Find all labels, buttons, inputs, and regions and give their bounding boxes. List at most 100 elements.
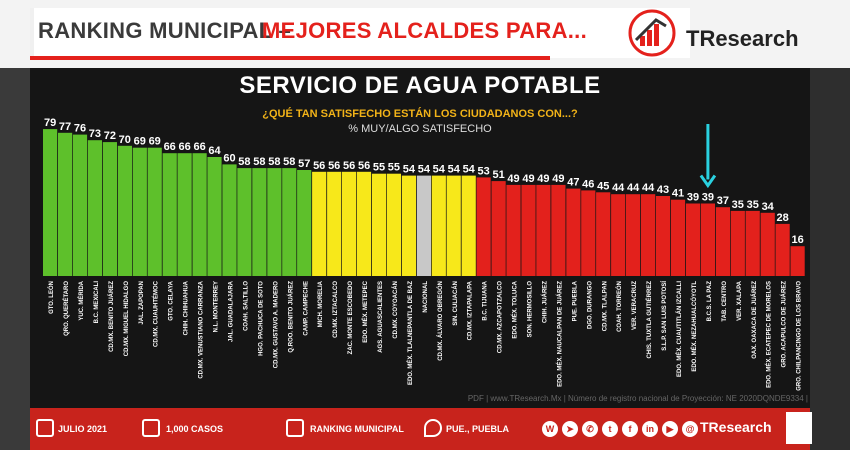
category-label: DGO. DURANGO bbox=[587, 281, 593, 329]
bar bbox=[626, 194, 641, 276]
bar-value-label: 76 bbox=[74, 123, 86, 135]
bar bbox=[267, 168, 282, 276]
whatsapp-icon[interactable]: ✆ bbox=[582, 421, 598, 437]
category-label: B.C. TIJUANA bbox=[483, 280, 489, 320]
tresearch-logo bbox=[628, 9, 676, 57]
bar bbox=[715, 207, 730, 276]
category-label: COAH. TORREÓN bbox=[615, 281, 623, 332]
bar bbox=[162, 153, 177, 276]
category-label: EDO. MÉX. NAUCALPAN DE JUÁREZ bbox=[555, 281, 563, 387]
twitter-icon[interactable]: t bbox=[602, 421, 618, 437]
bar-value-label: 58 bbox=[268, 156, 280, 168]
chart-y-label: % MUY/ALGO SATISFECHO bbox=[348, 123, 492, 135]
category-label: CD.MX. GUSTAVO A. MADERO bbox=[273, 281, 279, 369]
bar-value-label: 60 bbox=[223, 152, 235, 164]
category-label: JAL. GUADALAJARA bbox=[229, 280, 235, 342]
bar bbox=[700, 203, 715, 276]
bar-value-label: 70 bbox=[119, 134, 131, 146]
bar bbox=[282, 168, 297, 276]
youtube-icon[interactable]: ▶ bbox=[662, 421, 678, 437]
bar-value-label: 66 bbox=[164, 141, 176, 153]
bar bbox=[536, 184, 551, 276]
bar-value-label: 69 bbox=[149, 136, 161, 148]
bar bbox=[386, 173, 401, 276]
bar bbox=[596, 192, 611, 276]
facebook-icon[interactable]: f bbox=[622, 421, 638, 437]
bar-value-label: 58 bbox=[253, 156, 265, 168]
bar-value-label: 56 bbox=[343, 160, 355, 172]
category-label: MICH. MORELIA bbox=[318, 280, 324, 327]
category-label: SON. HERMOSILLO bbox=[528, 281, 534, 338]
category-label: EDO. MÉX. METEPEC bbox=[361, 280, 369, 342]
category-label: CD.MX. IZTAPALAPA bbox=[468, 280, 474, 340]
bar bbox=[371, 173, 387, 276]
bar bbox=[356, 171, 372, 276]
calendar-icon bbox=[36, 419, 54, 437]
bar-value-label: 64 bbox=[208, 145, 221, 157]
bar-value-label: 55 bbox=[388, 162, 400, 174]
bar-value-label: 57 bbox=[298, 158, 310, 170]
category-label: NACIONAL bbox=[423, 281, 429, 313]
category-label: COAH. SALTILLO bbox=[243, 281, 249, 331]
linkedin-icon[interactable]: in bbox=[642, 421, 658, 437]
location-pin-icon bbox=[424, 419, 442, 437]
website-icon[interactable]: W bbox=[542, 421, 558, 437]
bar-value-label: 77 bbox=[59, 121, 71, 133]
category-label: PUE. PUEBLA bbox=[572, 280, 578, 321]
email-icon[interactable]: @ bbox=[682, 421, 698, 437]
bar bbox=[730, 210, 745, 276]
tresearch-logo-text: TResearch bbox=[686, 26, 799, 51]
bar-value-label: 16 bbox=[791, 234, 803, 246]
category-label: JAL. ZAPOPAN bbox=[139, 281, 145, 325]
header-title-highlight: MEJORES ALCALDES PARA... bbox=[262, 18, 588, 43]
bar-value-label: 54 bbox=[448, 164, 461, 176]
bar bbox=[461, 175, 476, 276]
telegram-icon[interactable]: ➤ bbox=[562, 421, 578, 437]
bar bbox=[446, 175, 461, 276]
category-label: CD.MX. VENUSTIANO CARRANZA bbox=[199, 280, 205, 378]
qr-code-icon[interactable] bbox=[786, 412, 812, 444]
category-label: N.L. MONTERREY bbox=[214, 281, 220, 332]
bar bbox=[745, 210, 760, 276]
bar bbox=[775, 223, 790, 276]
highlight-arrow-head bbox=[699, 174, 717, 189]
bar bbox=[685, 203, 701, 276]
bar-value-label: 44 bbox=[627, 182, 640, 194]
category-label: Q.ROO. BENITO JUÁREZ bbox=[287, 281, 294, 353]
bar bbox=[401, 175, 416, 276]
bar-value-label: 51 bbox=[492, 169, 504, 181]
bar bbox=[551, 184, 566, 276]
bar bbox=[252, 168, 267, 276]
category-label: CD.MX. COYOACÁN bbox=[392, 281, 399, 339]
bar bbox=[87, 140, 102, 276]
bar bbox=[58, 132, 73, 276]
category-label: GRO. CHILPANCINGO DE LOS BRAVO bbox=[797, 281, 803, 391]
category-label: VER. VERACRUZ bbox=[632, 281, 638, 330]
ranking-icon bbox=[286, 419, 304, 437]
bar bbox=[342, 171, 357, 276]
category-label: B.C. MEXICALI bbox=[94, 281, 100, 324]
category-label: CHIH. CHIHUAHUA bbox=[184, 280, 190, 335]
category-label: HGO. PACHUCA DE SOTO bbox=[258, 281, 264, 356]
bar bbox=[207, 157, 222, 276]
left-margin bbox=[0, 68, 30, 450]
category-label: VER. XALAPA bbox=[737, 280, 743, 321]
bar bbox=[790, 246, 805, 276]
bar-value-label: 56 bbox=[358, 160, 370, 172]
bar bbox=[431, 175, 446, 276]
bar bbox=[312, 171, 327, 276]
bar-value-label: 49 bbox=[537, 173, 549, 185]
bar-value-label: 53 bbox=[477, 165, 489, 177]
category-label: CHIS. TUXTLA GUTIÉRREZ bbox=[645, 281, 653, 359]
bar-value-label: 47 bbox=[567, 177, 579, 189]
footer-logo-text: TResearch bbox=[700, 419, 772, 435]
clipboard-icon bbox=[142, 419, 160, 437]
bar bbox=[670, 199, 686, 276]
category-label: GTO. CELAYA bbox=[169, 280, 175, 320]
bar bbox=[117, 145, 132, 276]
bar-value-label: 54 bbox=[418, 164, 431, 176]
category-label: CD.MX. AZCAPOTZALCO bbox=[498, 281, 504, 353]
bar-value-label: 45 bbox=[597, 180, 609, 192]
bar-value-label: 73 bbox=[89, 128, 101, 140]
